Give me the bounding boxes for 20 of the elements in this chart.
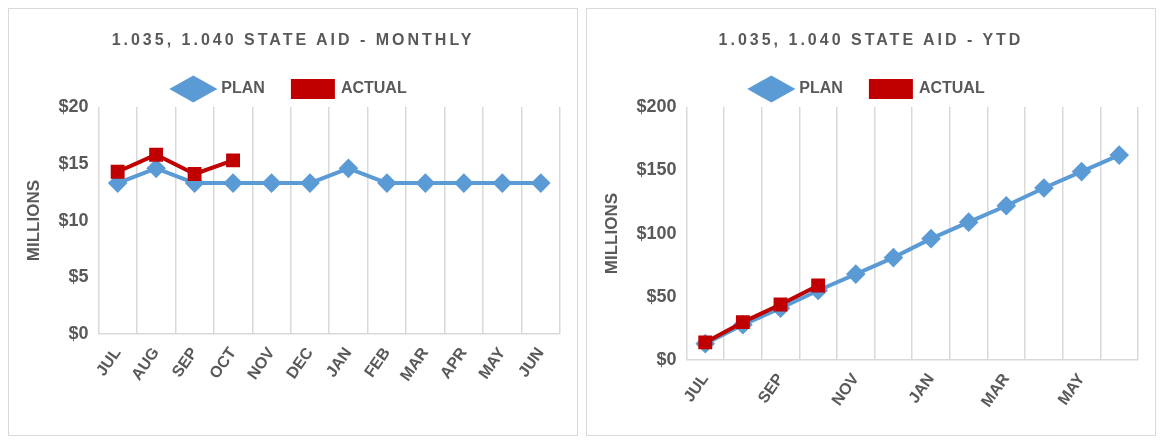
- y-tick-label: $10: [58, 209, 89, 230]
- x-tick-label: JUL: [680, 369, 712, 405]
- chart-title: 1.035, 1.040 STATE AID - YTD: [718, 30, 1024, 50]
- y-tick-label: $100: [636, 222, 677, 243]
- legend-label: PLAN: [221, 79, 265, 97]
- x-tick-label: JUL: [92, 343, 124, 379]
- legend-label: ACTUAL: [340, 79, 407, 97]
- y-axis-title: MILLIONS: [23, 179, 43, 262]
- y-tick-label: $20: [58, 95, 89, 116]
- legend-label: ACTUAL: [918, 79, 985, 97]
- y-tick-label: $200: [636, 95, 677, 116]
- y-tick-label: $0: [656, 349, 677, 370]
- y-tick-label: $5: [68, 266, 89, 287]
- y-axis-title: MILLIONS: [601, 192, 621, 275]
- y-tick-label: $15: [58, 152, 89, 173]
- y-tick-label: $50: [646, 285, 677, 306]
- chart-title: 1.035, 1.040 STATE AID - MONTHLY: [111, 30, 475, 50]
- y-tick-label: $150: [636, 159, 677, 180]
- y-tick-label: $0: [68, 323, 89, 344]
- legend-label: PLAN: [799, 79, 843, 97]
